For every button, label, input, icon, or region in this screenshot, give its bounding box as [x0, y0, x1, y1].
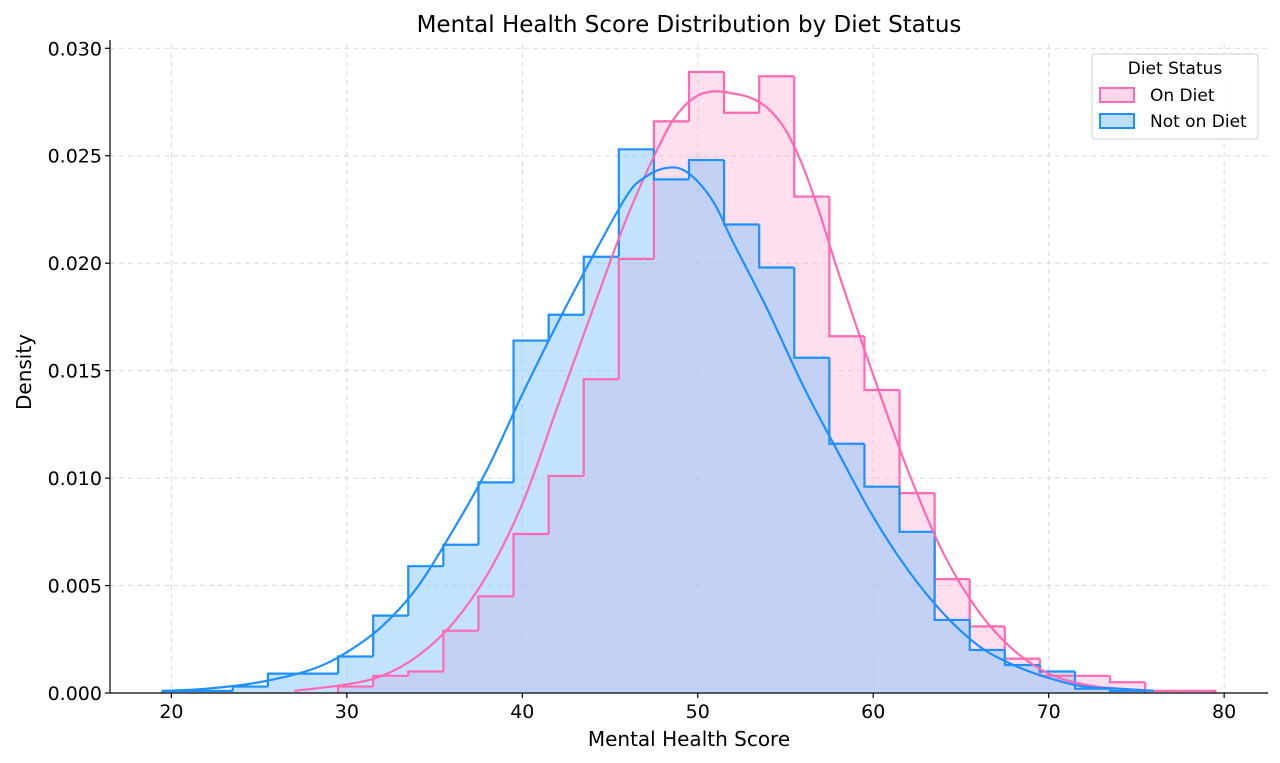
- histogram-bar-on-diet: [968, 579, 1005, 628]
- x-tick-label: 80: [1212, 701, 1236, 723]
- chart-title: Mental Health Score Distribution by Diet…: [417, 12, 962, 38]
- x-tick-label: 60: [861, 701, 885, 723]
- histogram-bar-not-on-diet: [863, 443, 900, 488]
- y-tick-label: 0.015: [48, 361, 102, 383]
- histogram-bar-not-on-diet: [933, 531, 970, 622]
- x-tick-label: 70: [1037, 701, 1061, 723]
- histogram-bar-not-on-diet: [758, 224, 795, 269]
- histogram-bar-on-diet: [547, 474, 584, 534]
- histogram-bar-not-on-diet: [547, 313, 584, 341]
- histogram-bar-on-diet: [828, 196, 865, 338]
- y-tick-label: 0.000: [48, 683, 102, 705]
- histogram-bar-on-diet: [1108, 675, 1146, 684]
- legend-label-not-on-diet: Not on Diet: [1150, 112, 1247, 132]
- y-tick-label: 0.020: [48, 253, 102, 275]
- histogram-bar-not-on-diet: [828, 357, 865, 445]
- histogram-bar-on-diet: [582, 378, 619, 476]
- histogram-bar-not-on-diet: [512, 339, 549, 483]
- histogram-bar-on-diet: [617, 257, 654, 380]
- x-tick-label: 30: [335, 701, 359, 723]
- legend: Diet Status On Diet Not on Diet: [1091, 53, 1259, 140]
- histogram-bar-on-diet: [933, 493, 970, 581]
- histogram-bar-on-diet: [512, 532, 549, 597]
- histogram-bar-not-on-diet: [652, 149, 689, 181]
- legend-label-on-diet: On Diet: [1150, 86, 1215, 106]
- y-tick-label: 0.005: [48, 576, 102, 598]
- x-axis-title: Mental Health Score: [588, 727, 790, 751]
- grid-layer: [110, 44, 1268, 694]
- kde-curve-on-diet: [294, 90, 1155, 692]
- histogram-bar-not-on-diet: [968, 619, 1005, 652]
- histogram-bar-on-diet: [793, 76, 830, 198]
- histogram-bar-on-diet: [758, 75, 795, 113]
- histogram-bar-on-diet: [1180, 689, 1217, 693]
- histogram-bar-on-diet: [722, 71, 760, 114]
- histogram-bar-not-on-diet: [793, 267, 830, 359]
- kde-curve-layer: [162, 90, 1155, 692]
- histogram-bar-not-on-diet: [1038, 665, 1075, 673]
- histogram-bar-on-diet: [442, 629, 479, 672]
- histogram-bar-on-diet: [407, 670, 444, 676]
- histogram-bar-not-on-diet: [898, 486, 935, 533]
- histogram-bar-on-diet: [863, 336, 900, 392]
- x-tick-label: 50: [686, 701, 710, 723]
- histogram-bar-on-diet: [652, 120, 689, 259]
- histogram-bar-on-diet: [372, 674, 409, 687]
- x-axis-ticks: 20 30 40 50 60 70 80: [159, 693, 1236, 723]
- kde-curve-not-on-diet: [162, 166, 1155, 692]
- histogram-bar-not-on-diet: [1108, 688, 1147, 693]
- histogram-bar-not-on-diet: [1003, 650, 1040, 667]
- histogram-bar-on-diet: [1003, 626, 1040, 660]
- y-axis-title: Density: [12, 334, 36, 410]
- histogram-bar-not-on-diet: [477, 481, 514, 545]
- y-axis-ticks: 0.000 0.005 0.010 0.015 0.020 0.025 0.030: [48, 38, 110, 705]
- axes-layer: [109, 40, 1268, 694]
- histogram-bar-not-on-diet: [372, 614, 409, 657]
- histogram-bar-not-on-diet: [582, 255, 619, 315]
- histogram-bar-on-diet: [687, 70, 725, 122]
- legend-title: Diet Status: [1128, 59, 1223, 79]
- histogram-bar-not-on-diet: [266, 672, 303, 687]
- histogram-bar-not-on-diet: [617, 148, 654, 257]
- legend-swatch-not-on-diet: [1099, 113, 1135, 129]
- y-tick-label: 0.025: [48, 146, 102, 168]
- legend-swatch-on-diet: [1099, 87, 1135, 103]
- x-tick-label: 40: [510, 701, 534, 723]
- y-tick-label: 0.010: [48, 468, 102, 490]
- x-tick-label: 20: [159, 701, 183, 723]
- histogram-bar-on-diet: [477, 595, 514, 631]
- y-tick-label: 0.030: [48, 38, 102, 60]
